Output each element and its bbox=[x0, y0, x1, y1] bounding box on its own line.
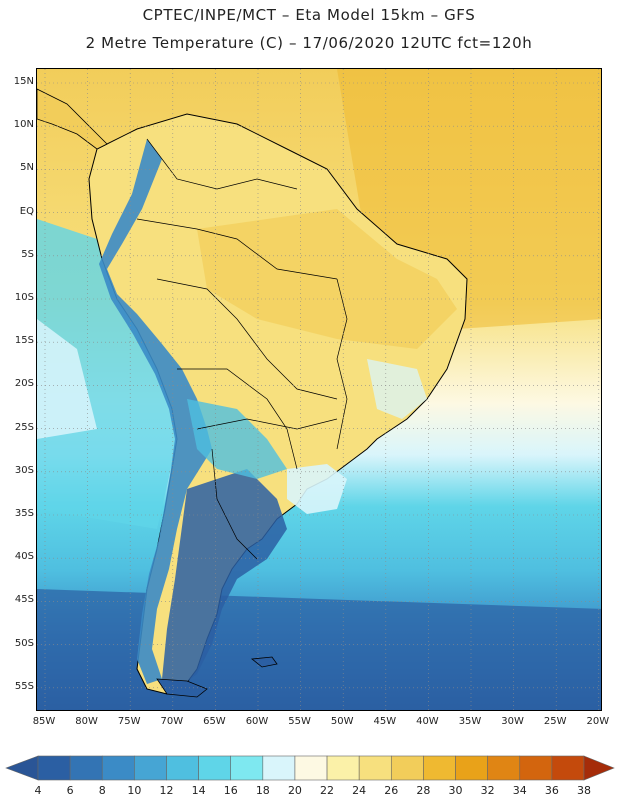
colorbar-cell bbox=[423, 755, 456, 781]
colorbar-tick-label: 34 bbox=[512, 784, 527, 797]
colorbar-tick-label: 38 bbox=[577, 784, 591, 797]
colorbar-cell bbox=[455, 755, 488, 781]
colorbar-cell bbox=[519, 755, 553, 781]
southern-cold-zone bbox=[37, 589, 601, 710]
lat-label-20s: 20S bbox=[14, 378, 34, 390]
lat-label-40s: 40S bbox=[14, 551, 34, 563]
lon-label-20w: 20W bbox=[586, 716, 610, 727]
colorbar-cell bbox=[390, 755, 424, 781]
colorbar-tick-label: 20 bbox=[287, 784, 302, 797]
lat-label-5n: 5N bbox=[20, 162, 34, 174]
colorbar-tick-label: 12 bbox=[159, 784, 174, 797]
andes-cold-strip bbox=[99, 139, 212, 684]
colorbar-cell bbox=[166, 755, 199, 781]
colorbar-cell bbox=[69, 755, 103, 781]
lon-label-45w: 45W bbox=[373, 716, 397, 727]
colorbar-under-triangle bbox=[5, 755, 39, 781]
lat-label-15s: 15S bbox=[14, 335, 34, 347]
lon-label-50w: 50W bbox=[330, 716, 354, 727]
lon-label-40w: 40W bbox=[416, 716, 439, 727]
colorbar-tick-label: 4 bbox=[34, 784, 42, 797]
temperature-colorbar bbox=[5, 755, 615, 781]
southern-cone-cool bbox=[162, 469, 287, 689]
colorbar-tick-label: 24 bbox=[352, 784, 367, 797]
lon-label-60w: 60W bbox=[245, 716, 269, 727]
lon-label-35w: 35W bbox=[458, 716, 482, 727]
map-title-line1: CPTEC/INPE/MCT – Eta Model 15km – GFS bbox=[142, 6, 476, 24]
lon-label-70w: 70W bbox=[160, 716, 184, 727]
colorbar-cell bbox=[230, 755, 264, 781]
colorbar-tick-label: 36 bbox=[544, 784, 559, 797]
country-borders bbox=[136, 138, 348, 560]
lat-label-5s: 5S bbox=[21, 248, 34, 260]
colorbar-tick-label: 30 bbox=[448, 784, 463, 797]
lon-label-25w: 25W bbox=[543, 716, 567, 727]
colorbar-cell bbox=[134, 755, 167, 781]
colorbar-tick-label: 26 bbox=[384, 784, 399, 797]
lon-label-75w: 75W bbox=[117, 716, 141, 727]
lat-label-30s: 30S bbox=[14, 464, 34, 476]
colorbar-cell bbox=[358, 755, 392, 781]
brazil-highland-pale bbox=[367, 359, 427, 419]
lon-label-85w: 85W bbox=[32, 716, 56, 727]
lat-label-eq: EQ bbox=[19, 205, 34, 217]
colorbar-tick-label: 6 bbox=[66, 784, 74, 797]
lat-label-10s: 10S bbox=[14, 292, 34, 303]
falkland-islands bbox=[250, 656, 278, 668]
lat-label-45s: 45S bbox=[14, 594, 34, 606]
lon-label-80w: 80W bbox=[75, 716, 98, 727]
lon-label-55w: 55W bbox=[288, 716, 311, 727]
colorbar-tick-label: 22 bbox=[320, 784, 335, 797]
colorbar-cell bbox=[198, 755, 232, 781]
colorbar-over-triangle bbox=[583, 755, 615, 781]
colorbar-tick-label: 18 bbox=[255, 784, 270, 797]
lon-label-65w: 65W bbox=[203, 716, 226, 727]
map-title-line2: 2 Metre Temperature (C) – 17/06/2020 12U… bbox=[85, 34, 533, 52]
colorbar-tick-label: 32 bbox=[480, 784, 495, 797]
colorbar-tick-label: 14 bbox=[191, 784, 206, 797]
colorbar-cell bbox=[326, 755, 360, 781]
temperature-map bbox=[37, 69, 601, 710]
central-cool-band bbox=[187, 399, 287, 479]
lat-label-35s: 35S bbox=[14, 508, 34, 519]
pacific-pale-zone bbox=[37, 319, 97, 439]
colorbar-cell bbox=[487, 755, 521, 781]
map-frame bbox=[36, 68, 602, 711]
lon-label-30w: 30W bbox=[501, 716, 524, 727]
colorbar-cell bbox=[37, 755, 71, 781]
southeast-pale-zone bbox=[287, 464, 347, 514]
lat-label-55s: 55S bbox=[14, 680, 34, 692]
colorbar-tick-label: 8 bbox=[98, 784, 106, 797]
colorbar-cell bbox=[551, 755, 585, 781]
lat-label-15n: 15N bbox=[13, 76, 34, 87]
central-america-land bbox=[37, 88, 108, 150]
amazon-warm-zone bbox=[197, 209, 457, 349]
lat-label-10n: 10N bbox=[13, 119, 34, 131]
colorbar-tick-label: 28 bbox=[416, 784, 431, 797]
pacific-cool-zone bbox=[37, 219, 187, 529]
colorbar-cell bbox=[294, 755, 328, 781]
lat-label-25s: 25S bbox=[14, 421, 34, 433]
colorbar-cell bbox=[101, 755, 135, 781]
colorbar-cell bbox=[262, 755, 296, 781]
colorbar-tick-label: 16 bbox=[223, 784, 238, 797]
lat-label-50s: 50S bbox=[14, 637, 34, 649]
colorbar-tick-label: 10 bbox=[127, 784, 142, 797]
